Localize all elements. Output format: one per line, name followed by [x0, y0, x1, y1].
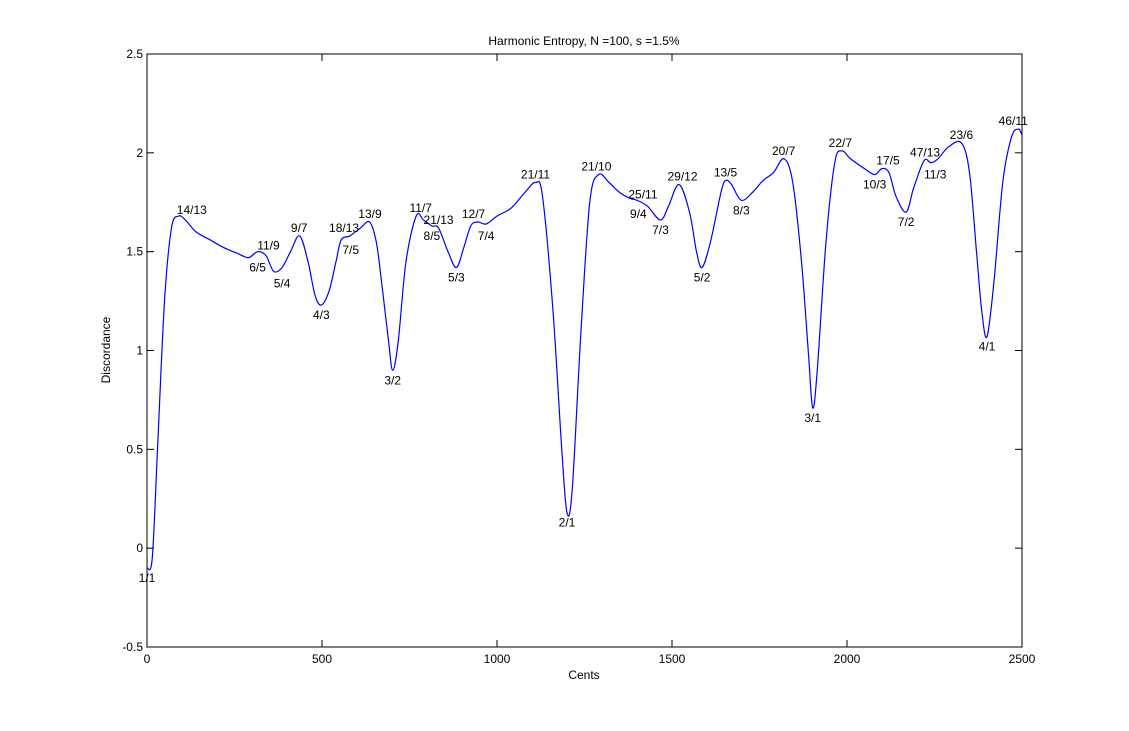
- ratio-label: 47/13: [910, 146, 940, 160]
- y-axis-label: Discordance: [99, 316, 113, 383]
- ratio-label: 8/5: [424, 229, 441, 243]
- x-tick-label: 2000: [834, 652, 861, 666]
- ratio-label: 29/12: [667, 169, 697, 183]
- ratio-label: 6/5: [249, 261, 266, 275]
- ratio-label: 9/4: [630, 207, 647, 221]
- ratio-label: 23/6: [950, 128, 974, 142]
- ratio-label: 13/9: [358, 207, 382, 221]
- ratio-label: 13/5: [714, 166, 738, 180]
- x-tick-label: 500: [312, 652, 332, 666]
- x-axis-label: Cents: [568, 668, 599, 682]
- ratio-label: 21/10: [581, 160, 611, 174]
- y-tick-label: 2.5: [126, 47, 143, 61]
- ratio-label: 8/3: [733, 203, 750, 217]
- ratio-label: 9/7: [291, 221, 308, 235]
- ratio-label: 5/2: [694, 270, 711, 284]
- x-tick-label: 0: [144, 652, 151, 666]
- ratio-label: 17/5: [876, 154, 900, 168]
- ratio-label: 11/7: [409, 201, 432, 215]
- ratio-label: 3/1: [804, 411, 821, 425]
- axis-tick-labels: 0 500 1000 1500 2000 2500-0.500.511.522.5: [122, 47, 1035, 666]
- y-tick-label: 1: [136, 344, 143, 358]
- ratio-annotations: 1/1 14/13 6/5 11/9 5/4 9/7 4/3 18/13 7/5 13/9 3/2 1…: [139, 114, 1028, 585]
- ratio-label: 7/2: [898, 215, 915, 229]
- ratio-label: 25/11: [628, 187, 657, 201]
- y-tick-label: 1.5: [126, 245, 143, 259]
- discordance-curve: [146, 128, 1023, 571]
- x-tick-label: 2500: [1009, 652, 1036, 666]
- ratio-label: 4/1: [979, 340, 996, 354]
- ratio-label: 21/11: [521, 167, 550, 181]
- y-tick-label: 2: [136, 146, 143, 160]
- ratio-label: 7/3: [652, 223, 669, 237]
- ratio-label: 46/11: [999, 114, 1028, 128]
- ratio-label: 5/4: [274, 276, 291, 290]
- x-tick-label: 1000: [484, 652, 511, 666]
- axis-ticks: [146, 53, 1023, 648]
- ratio-label: 11/3: [924, 168, 947, 182]
- ratio-label: 3/2: [384, 373, 401, 387]
- ratio-label: 18/13: [329, 221, 359, 235]
- ratio-label: 10/3: [863, 178, 887, 192]
- plot-area: [146, 53, 1023, 648]
- ratio-label: 14/13: [177, 203, 207, 217]
- y-tick-label: -0.5: [122, 640, 143, 654]
- ratio-label: 7/5: [342, 243, 359, 257]
- ratio-label: 20/7: [772, 144, 796, 158]
- ratio-label: 21/13: [424, 213, 454, 227]
- ratio-label: 11/9: [257, 239, 280, 253]
- ratio-label: 22/7: [829, 136, 853, 150]
- y-tick-label: 0: [136, 541, 143, 555]
- ratio-label: 5/3: [448, 270, 465, 284]
- x-tick-label: 1500: [659, 652, 686, 666]
- y-tick-label: 0.5: [126, 442, 143, 456]
- chart-title: Harmonic Entropy, N =100, s =1.5%: [488, 34, 680, 48]
- ratio-label: 1/1: [139, 571, 156, 585]
- ratio-label: 4/3: [313, 308, 330, 322]
- ratio-label: 2/1: [559, 516, 576, 530]
- ratio-label: 12/7: [462, 207, 486, 221]
- ratio-label: 7/4: [478, 229, 495, 243]
